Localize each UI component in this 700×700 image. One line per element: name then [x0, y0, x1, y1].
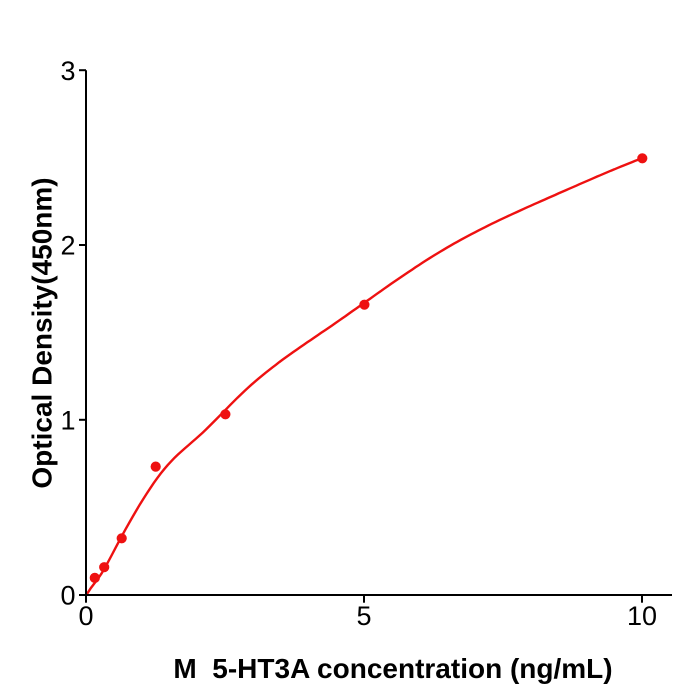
- svg-text:3: 3: [60, 56, 75, 86]
- svg-text:M 5-HT3A concentration (ng/mL: M 5-HT3A concentration (ng/mL): [173, 653, 612, 684]
- svg-text:0: 0: [78, 601, 93, 631]
- svg-text:10: 10: [627, 601, 657, 631]
- svg-text:0: 0: [60, 581, 75, 611]
- svg-text:5: 5: [356, 601, 371, 631]
- svg-text:1: 1: [60, 405, 75, 435]
- svg-text:Optical Density(450nm): Optical Density(450nm): [27, 177, 58, 488]
- svg-text:2: 2: [60, 231, 75, 261]
